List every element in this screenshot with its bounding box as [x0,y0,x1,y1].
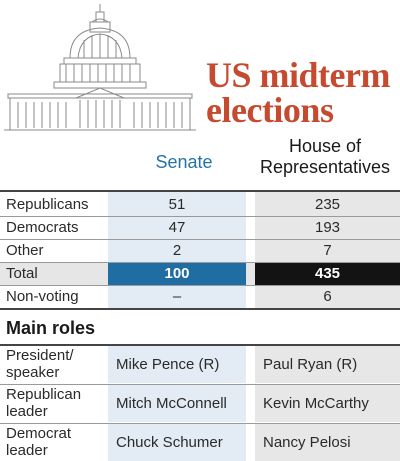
table-top-divider [0,190,400,192]
row-label: Other [6,242,44,259]
roles-top-divider [0,344,400,346]
row-label: Total [6,265,38,282]
house-column-background [255,192,400,308]
house-role-name: Kevin McCarthy [263,395,369,412]
senate-role-name: Chuck Schumer [116,434,223,451]
table-bottom-divider [0,308,400,310]
table-row-democrats: Democrats 47 193 [0,216,400,239]
row-divider [0,384,400,385]
capitol-building-icon [4,4,196,131]
role-label: Democrat leader [6,425,72,459]
senate-role-cell: Mitch McConnell [108,385,246,422]
row-label: Democrats [6,219,79,236]
house-role-name: Nancy Pelosi [263,434,351,451]
table-row-total: Total 100 435 [0,262,400,285]
house-total-value: 435 [314,265,341,282]
house-total-highlight [255,262,400,285]
senate-total-highlight [108,262,246,285]
table-row-republicans: Republicans 51 235 [0,193,400,216]
row-divider [0,262,400,263]
senate-role-cell: Chuck Schumer [108,424,246,461]
table-row-other: Other 2 7 [0,239,400,262]
table-row-non-voting: Non-voting – 6 [0,285,400,308]
senate-value: 47 [168,219,186,236]
row-divider [0,285,400,286]
row-label: Non-voting [6,288,79,305]
role-row-democrat-leader: Chuck Schumer Nancy Pelosi Democrat lead… [0,424,400,461]
house-role-name: Paul Ryan (R) [263,356,358,373]
column-header-senate: Senate [155,152,213,172]
senate-value: 2 [172,242,182,259]
house-value: 235 [314,196,341,213]
row-divider [0,423,400,424]
senate-value: 51 [168,196,186,213]
senate-value: – [172,288,182,305]
senate-role-name: Mitch McConnell [116,395,227,412]
house-value: 193 [314,219,341,236]
senate-total-value: 100 [164,265,190,282]
role-row-president-speaker: Mike Pence (R) Paul Ryan (R) President/ … [0,346,400,383]
section-title-main-roles: Main roles [6,318,96,338]
senate-role-cell: Mike Pence (R) [108,346,246,383]
house-role-cell: Paul Ryan (R) [255,346,400,383]
house-role-cell: Kevin McCarthy [255,385,400,422]
house-role-cell: Nancy Pelosi [255,424,400,461]
role-label: President/ speaker [6,347,74,381]
senate-column-background [108,192,246,308]
row-divider [0,239,400,240]
role-row-republican-leader: Mitch McConnell Kevin McCarthy Republica… [0,385,400,422]
column-header-house: House of Representatives [259,136,391,177]
page-title: US midterm elections [206,55,390,130]
senate-role-name: Mike Pence (R) [116,356,220,373]
house-value: 6 [323,288,332,305]
role-label: Republican leader [6,386,82,420]
row-divider [0,216,400,217]
house-value: 7 [323,242,332,259]
row-label: Republicans [6,196,89,213]
